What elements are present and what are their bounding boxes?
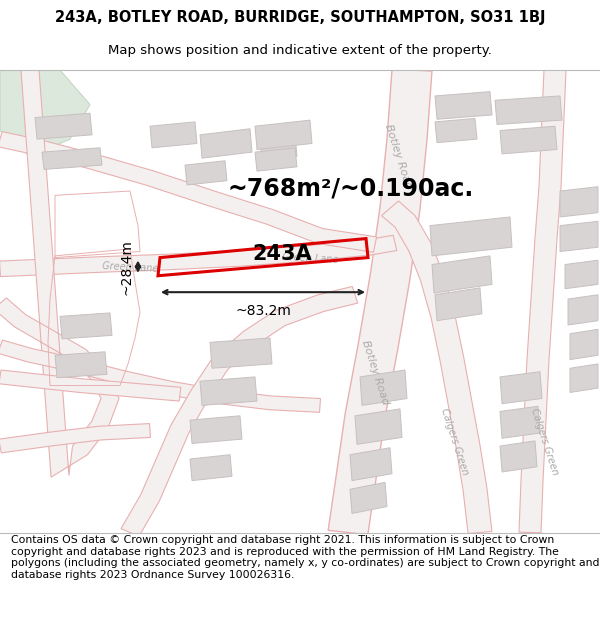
- Text: Botley Road: Botley Road: [360, 339, 390, 406]
- Polygon shape: [350, 448, 392, 481]
- Polygon shape: [500, 372, 542, 404]
- Polygon shape: [570, 364, 598, 392]
- Polygon shape: [60, 313, 112, 339]
- Polygon shape: [568, 295, 598, 325]
- Polygon shape: [190, 455, 232, 481]
- Polygon shape: [210, 338, 272, 368]
- Text: ~83.2m: ~83.2m: [235, 304, 291, 318]
- Polygon shape: [0, 340, 320, 412]
- Polygon shape: [121, 286, 358, 536]
- Polygon shape: [360, 370, 407, 406]
- Polygon shape: [495, 96, 562, 124]
- Polygon shape: [255, 120, 312, 149]
- Polygon shape: [500, 441, 537, 472]
- Polygon shape: [0, 70, 90, 156]
- Polygon shape: [565, 260, 598, 289]
- Polygon shape: [55, 352, 107, 377]
- Polygon shape: [560, 221, 598, 251]
- Polygon shape: [200, 129, 252, 158]
- Text: 243A: 243A: [252, 244, 312, 264]
- Polygon shape: [435, 92, 492, 119]
- Text: Green Lane: Green Lane: [101, 261, 158, 274]
- Polygon shape: [435, 288, 482, 321]
- Text: ~768m²/~0.190ac.: ~768m²/~0.190ac.: [228, 176, 474, 201]
- Polygon shape: [435, 118, 477, 142]
- Polygon shape: [500, 126, 557, 154]
- Text: Calgers Green: Calgers Green: [529, 407, 560, 476]
- Polygon shape: [432, 256, 492, 293]
- Text: Green Lane: Green Lane: [281, 252, 338, 265]
- Polygon shape: [430, 217, 512, 256]
- Polygon shape: [350, 482, 387, 514]
- Polygon shape: [500, 406, 540, 438]
- Text: 243A, BOTLEY ROAD, BURRIDGE, SOUTHAMPTON, SO31 1BJ: 243A, BOTLEY ROAD, BURRIDGE, SOUTHAMPTON…: [55, 10, 545, 25]
- Text: Botley Road: Botley Road: [383, 123, 413, 190]
- Polygon shape: [0, 132, 377, 252]
- Text: Contains OS data © Crown copyright and database right 2021. This information is : Contains OS data © Crown copyright and d…: [11, 535, 599, 580]
- Polygon shape: [328, 69, 432, 534]
- Polygon shape: [0, 424, 151, 453]
- Polygon shape: [560, 187, 598, 217]
- Text: ~28.4m: ~28.4m: [120, 239, 134, 294]
- Text: Map shows position and indicative extent of the property.: Map shows position and indicative extent…: [108, 44, 492, 57]
- Polygon shape: [255, 148, 297, 171]
- Polygon shape: [382, 201, 492, 534]
- Polygon shape: [519, 69, 566, 533]
- Polygon shape: [0, 69, 119, 477]
- Polygon shape: [200, 377, 257, 406]
- Polygon shape: [42, 148, 102, 169]
- Polygon shape: [190, 416, 242, 444]
- Polygon shape: [0, 235, 397, 277]
- Polygon shape: [185, 161, 227, 185]
- Polygon shape: [355, 409, 402, 444]
- Text: Calgers Green: Calgers Green: [439, 407, 470, 476]
- Polygon shape: [260, 135, 297, 161]
- Polygon shape: [0, 370, 181, 401]
- Polygon shape: [570, 329, 598, 359]
- Polygon shape: [150, 122, 197, 148]
- Polygon shape: [35, 113, 92, 139]
